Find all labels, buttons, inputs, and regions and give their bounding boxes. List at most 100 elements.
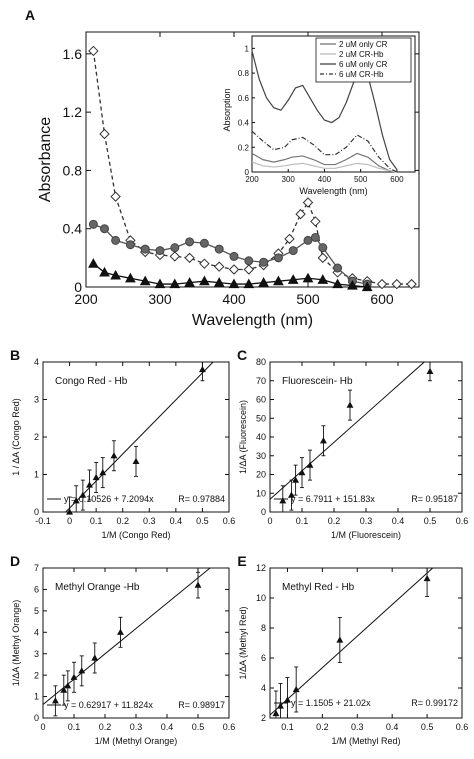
r-value-text: R= 0.99172 [411,698,458,708]
y-tick-label: 12 [256,563,266,573]
y-tick-label: 1 [34,692,39,702]
data-point [154,278,166,289]
data-point [332,278,343,289]
x-tick-label: 0.1 [281,722,294,732]
x-tick-label: 0.4 [386,722,399,732]
data-point [284,233,295,245]
y-axis-label: 1/ΔA (Fluorescein) [238,400,248,474]
data-point [243,278,255,289]
inset-series-line [251,130,398,173]
y-tick-label: 10 [256,488,266,498]
panel-a: A 200 300 400 500 600 0 0.4 0.8 1.2 1.6 Wavelength … [25,7,420,329]
data-point [88,219,98,229]
inset-x-tick-label: 600 [390,175,404,184]
data-point [213,261,225,272]
y-tick-label: 2 [261,713,266,723]
inset-x-tick-label: 500 [354,175,368,184]
data-point [318,243,328,253]
y-tick-label: 80 [256,357,266,367]
data-point [423,574,431,582]
x-axis-label: 1/M (Methyl Orange) [95,736,178,746]
x-tick-label: 0.2 [99,722,112,732]
panel-label-e: E [237,553,246,569]
data-point [376,278,388,290]
y-tick-label: 2 [34,670,39,680]
y-tick-label: 4 [34,357,39,367]
data-point [346,401,354,408]
data-point [391,278,403,290]
data-point [185,237,195,247]
x-tick-label: 0.1 [90,516,103,526]
y-tick-label: 50 [256,413,266,423]
x-tick-label: 0 [267,516,272,526]
y-tick-label: 3 [34,395,39,405]
y-tick-label: 8 [261,623,266,633]
y-tick-label: 20 [256,470,266,480]
inset-x-tick-label: 300 [282,175,296,184]
inset-x-tick-label: 200 [245,175,259,184]
x-tick-label: 0.5 [421,722,434,732]
y-tick-label: 2 [34,432,39,442]
y-tick-label: 30 [256,451,266,461]
y-axis-label: Absorbance [37,117,54,202]
inset-legend-label: 6 uM CR-Hb [339,70,384,79]
inset-y-tick-label: 0 [245,168,250,177]
y-axis-label: 1/ΔA (Methyl Red) [238,606,248,679]
data-point [228,264,240,275]
inset-legend-label: 2 uM CR-Hb [339,50,384,59]
inset-y-tick-label: 0.4 [238,119,250,128]
data-point [60,686,68,693]
y-tick-label: 60 [256,395,266,405]
data-point [110,191,121,202]
data-point [347,280,358,290]
r-value-text: R= 0.97884 [178,494,225,504]
data-point [184,252,195,264]
panel-annotation: Methyl Red - Hb [282,582,355,593]
data-point [111,235,121,245]
data-point [70,673,78,680]
data-point [51,697,59,704]
y-tick-label: 6 [34,585,39,595]
data-point [406,278,417,290]
x-tick-label: 0.5 [196,516,209,526]
panel-annotation: Methyl Orange -Hb [55,582,140,593]
inset-y-tick-label: 0.2 [238,143,250,152]
data-point [198,365,206,373]
data-point [303,235,313,245]
data-point [317,252,329,264]
data-point [99,266,110,277]
panel-e: E 0.1 0.2 0.3 0.4 0.5 0.6 2 4 6 8 10 12 1/M (Methyl R… [237,553,468,746]
data-point [292,476,300,483]
data-point [91,654,99,661]
panel-annotation: Congo Red - Hb [55,376,128,387]
x-tick-label: 0.3 [351,722,364,732]
data-point [319,437,327,444]
data-point [78,667,86,674]
data-point [88,258,99,268]
data-point [317,274,329,284]
x-axis-label: 1/M (Congo Red) [101,530,170,540]
data-point [64,682,72,689]
x-axis-label: 1/M (Methyl Red) [331,736,400,746]
data-point [306,461,314,468]
data-point [426,367,434,374]
data-point [287,491,295,498]
panel-label-c: C [237,347,247,363]
y-tick-label: 40 [256,432,266,442]
data-point [110,452,118,459]
plot-area-b [42,361,230,513]
x-tick-label: 0.3 [130,722,143,732]
x-tick-label: 0.1 [296,516,309,526]
y-tick-label: 6 [261,653,266,663]
x-tick-label: 600 [370,291,394,307]
data-point [88,45,99,57]
data-point [66,508,74,515]
r-value-text: R= 0.98917 [178,700,225,710]
data-point [199,275,210,286]
data-point [259,257,269,267]
y-axis-label: 1/ΔA (Methyl Orange) [11,600,21,687]
y-tick-label: 7 [34,563,39,573]
x-tick-label: 200 [74,291,98,307]
data-point [125,240,135,250]
y-tick-label: 1.6 [63,46,83,62]
